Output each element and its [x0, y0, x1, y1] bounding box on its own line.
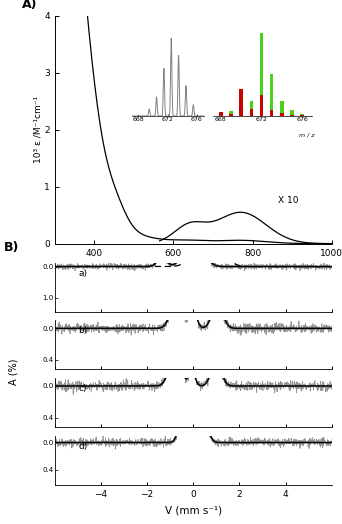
Y-axis label: 10³ ε /M⁻¹cm⁻¹: 10³ ε /M⁻¹cm⁻¹ — [34, 96, 43, 163]
Text: X 10: X 10 — [278, 195, 299, 205]
Text: a): a) — [78, 269, 87, 278]
X-axis label: λ / nm: λ / nm — [177, 263, 210, 273]
Text: d): d) — [78, 442, 88, 451]
Text: A (%): A (%) — [9, 359, 19, 385]
Text: V (mm s⁻¹): V (mm s⁻¹) — [165, 506, 222, 516]
Text: b): b) — [78, 326, 88, 335]
Text: A): A) — [22, 0, 37, 11]
Text: c): c) — [78, 384, 87, 393]
Text: B): B) — [3, 241, 19, 254]
